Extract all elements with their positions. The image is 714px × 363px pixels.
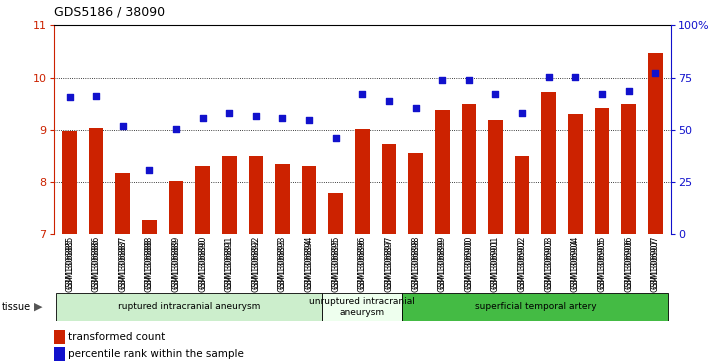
Text: GSM1306899: GSM1306899: [438, 239, 447, 292]
Text: GSM1306885: GSM1306885: [65, 239, 74, 292]
Point: [570, 74, 581, 79]
Bar: [222, 156, 236, 234]
Text: GSM1306898: GSM1306898: [411, 239, 420, 292]
Point: [383, 98, 395, 104]
Bar: [568, 114, 583, 234]
Point: [197, 115, 208, 121]
Point: [543, 74, 554, 79]
Bar: [196, 166, 210, 234]
Point: [410, 105, 421, 111]
Text: GSM1306895: GSM1306895: [331, 239, 341, 292]
Point: [171, 126, 182, 132]
Bar: [89, 128, 104, 234]
Text: GSM1306897: GSM1306897: [384, 239, 393, 292]
Point: [516, 110, 528, 116]
Text: GSM1306903: GSM1306903: [544, 239, 553, 292]
Bar: [248, 156, 263, 234]
Point: [463, 77, 475, 83]
FancyBboxPatch shape: [323, 293, 402, 321]
Point: [436, 77, 448, 83]
FancyBboxPatch shape: [56, 293, 323, 321]
Text: ▶: ▶: [34, 302, 42, 312]
Text: GSM1306907: GSM1306907: [650, 239, 660, 292]
Point: [91, 93, 102, 99]
Text: GSM1306890: GSM1306890: [198, 239, 207, 292]
Bar: [541, 92, 556, 234]
Bar: [355, 129, 370, 234]
Text: GSM1306893: GSM1306893: [278, 239, 287, 292]
Text: tissue: tissue: [1, 302, 31, 312]
Point: [596, 91, 608, 97]
Point: [490, 91, 501, 97]
Text: ruptured intracranial aneurysm: ruptured intracranial aneurysm: [118, 302, 261, 311]
Point: [250, 113, 261, 119]
Text: GSM1306888: GSM1306888: [145, 239, 154, 292]
Text: GSM1306896: GSM1306896: [358, 239, 367, 292]
Bar: [54, 347, 65, 361]
Text: transformed count: transformed count: [68, 332, 165, 342]
Text: GSM1306902: GSM1306902: [518, 239, 527, 292]
Bar: [302, 166, 316, 234]
Text: GDS5186 / 38090: GDS5186 / 38090: [54, 5, 165, 19]
Text: superficial temporal artery: superficial temporal artery: [475, 302, 596, 311]
Text: GSM1306904: GSM1306904: [570, 239, 580, 292]
Text: percentile rank within the sample: percentile rank within the sample: [68, 349, 243, 359]
Bar: [328, 193, 343, 234]
Bar: [116, 172, 130, 234]
Text: GSM1306905: GSM1306905: [598, 239, 606, 292]
Point: [623, 88, 634, 94]
Bar: [275, 164, 290, 234]
Point: [144, 168, 155, 174]
Text: GSM1306887: GSM1306887: [119, 239, 127, 292]
Text: GSM1306889: GSM1306889: [171, 239, 181, 292]
Text: GSM1306891: GSM1306891: [225, 239, 233, 292]
Point: [356, 91, 368, 97]
FancyBboxPatch shape: [402, 293, 668, 321]
Text: GSM1306894: GSM1306894: [305, 239, 313, 292]
Text: GSM1306906: GSM1306906: [624, 239, 633, 292]
Bar: [621, 104, 636, 234]
Bar: [488, 121, 503, 234]
Bar: [461, 104, 476, 234]
Text: GSM1306886: GSM1306886: [91, 239, 101, 292]
Point: [303, 118, 315, 123]
Bar: [54, 330, 65, 344]
Bar: [515, 156, 529, 234]
Bar: [62, 131, 77, 234]
Point: [223, 110, 235, 116]
Text: GSM1306900: GSM1306900: [464, 239, 473, 292]
Text: GSM1306901: GSM1306901: [491, 239, 500, 292]
Bar: [648, 53, 663, 234]
Point: [64, 94, 75, 100]
Point: [117, 123, 129, 129]
Point: [330, 135, 341, 140]
Bar: [408, 153, 423, 234]
Point: [650, 70, 661, 76]
Text: unruptured intracranial
aneurysm: unruptured intracranial aneurysm: [309, 297, 416, 317]
Bar: [435, 110, 450, 234]
Bar: [142, 220, 156, 234]
Bar: [382, 144, 396, 234]
Bar: [595, 108, 609, 234]
Point: [277, 115, 288, 121]
Text: GSM1306892: GSM1306892: [251, 239, 261, 292]
Bar: [169, 182, 183, 234]
